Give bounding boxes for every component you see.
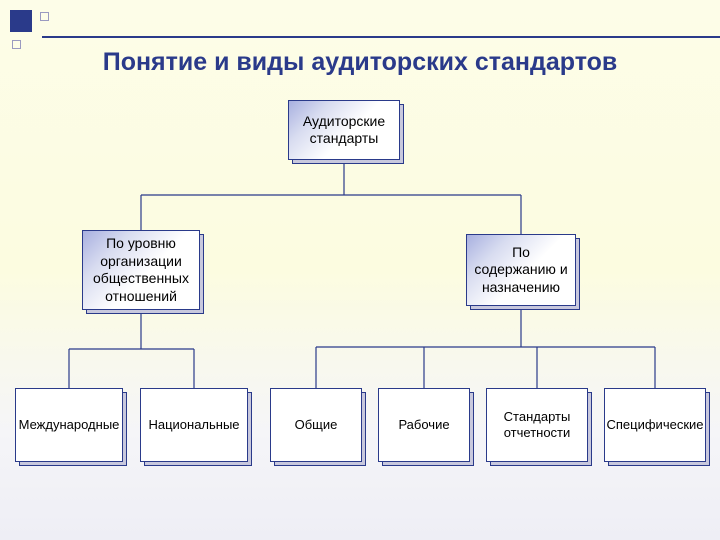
diagram-node-root: Аудиторские стандарты (288, 100, 400, 160)
header-rule (42, 36, 720, 38)
diagram-node-leaf2: Национальные (140, 388, 248, 462)
diagram-node-leaf5: Стандарты отчетности (486, 388, 588, 462)
diagram-node-leaf3: Общие (270, 388, 362, 462)
diagram-node-right: По содержанию и назначению (466, 234, 576, 306)
diagram-node-leaf6: Специфические (604, 388, 706, 462)
slide-title: Понятие и виды аудиторских стандартов (0, 48, 720, 77)
diagram-node-leaf4: Рабочие (378, 388, 470, 462)
diagram-node-leaf1: Международные (15, 388, 123, 462)
diagram-node-left: По уровню организации общественных отнош… (82, 230, 200, 310)
